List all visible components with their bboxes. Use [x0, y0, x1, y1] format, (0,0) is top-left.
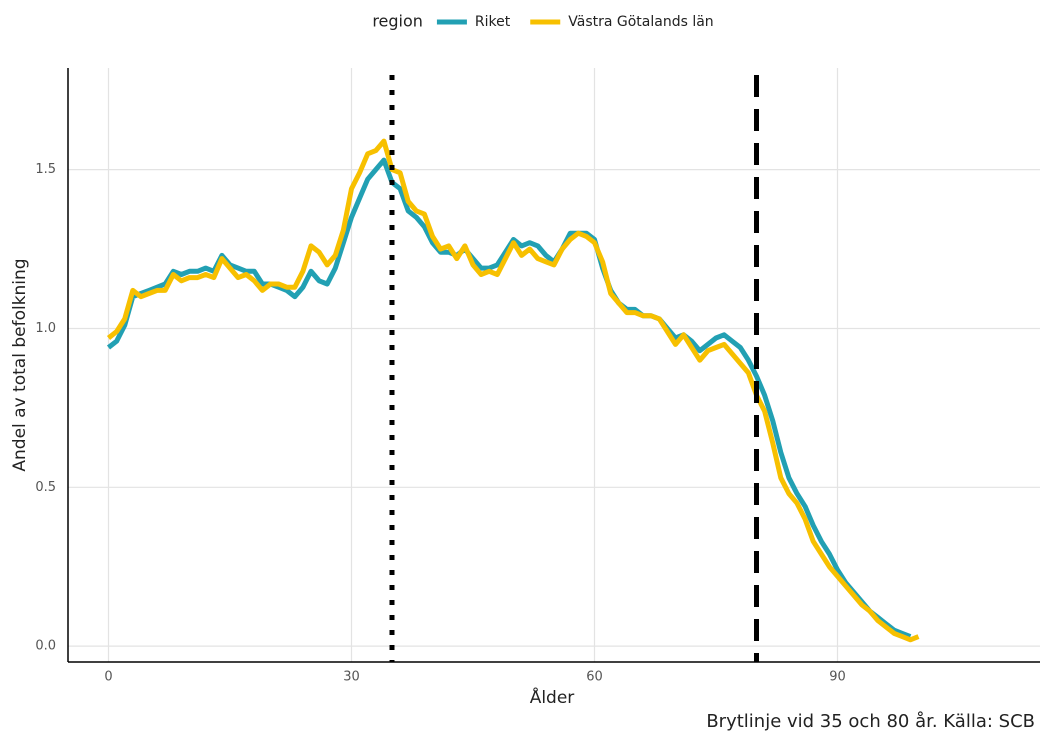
y-tick-label: 0.5 — [35, 480, 56, 495]
x-tick-label: 60 — [586, 670, 603, 685]
x-tick-label: 30 — [343, 670, 360, 685]
caption: Brytlinje vid 35 och 80 år. Källa: SCB — [706, 711, 1035, 732]
x-axis-title: Ålder — [530, 686, 575, 708]
legend-title: region — [372, 12, 423, 31]
y-tick-label: 1.5 — [35, 162, 56, 177]
series-line — [106, 138, 920, 643]
legend-label: Riket — [475, 14, 511, 30]
y-tick-label: 0.0 — [35, 639, 56, 654]
x-tick-label: 90 — [829, 670, 846, 685]
legend-label: Västra Götalands län — [568, 14, 713, 30]
y-tick-label: 1.0 — [35, 321, 56, 336]
series-line — [106, 157, 912, 639]
x-tick-label: 0 — [104, 670, 112, 685]
y-axis-title: Andel av total befolkning — [10, 258, 30, 471]
